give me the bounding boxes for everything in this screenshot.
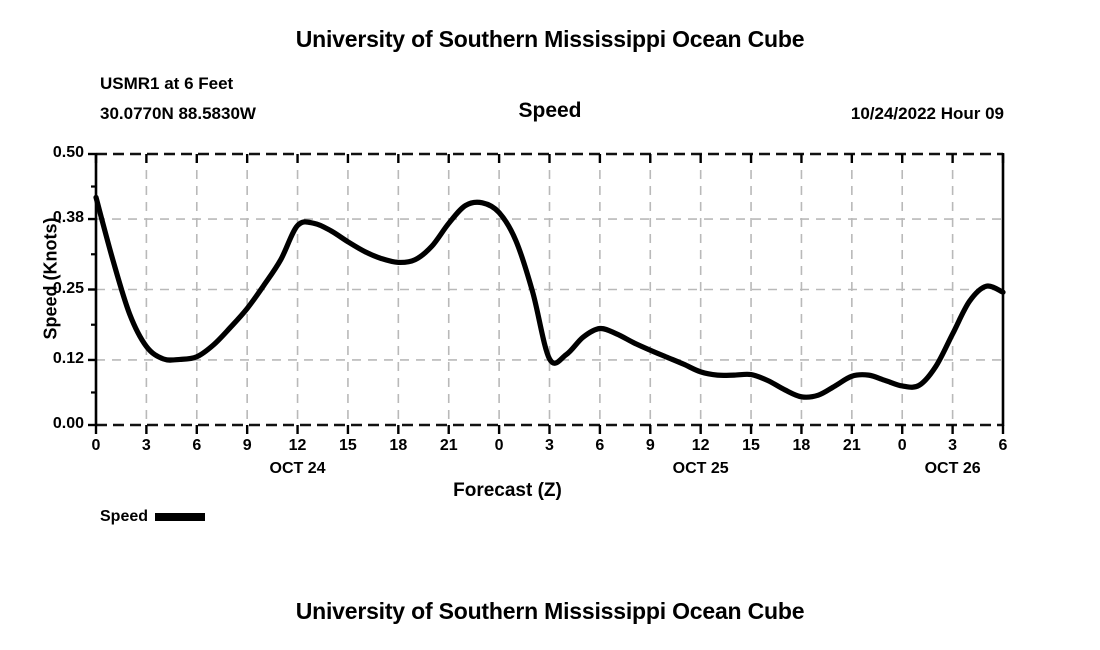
- x-tick-label: 3: [948, 437, 958, 454]
- x-tick-label: 18: [792, 437, 811, 454]
- x-axis-day-label: OCT 25: [672, 460, 729, 477]
- x-tick-label: 21: [439, 437, 458, 454]
- y-tick-label: 0.50: [52, 144, 84, 161]
- y-tick-label: 0.25: [52, 279, 84, 297]
- x-axis-day-label: OCT 26: [924, 460, 981, 477]
- run-timestamp: 10/24/2022 Hour 09: [850, 104, 1004, 123]
- y-tick-label: 0.00: [52, 415, 84, 432]
- x-tick-label: 6: [192, 437, 202, 454]
- y-tick-label: 0.38: [52, 209, 84, 227]
- coordinates-label: 30.0770N 88.5830W: [100, 104, 256, 123]
- legend-line-swatch: [155, 513, 206, 521]
- x-tick-label: 12: [691, 437, 710, 454]
- x-tick-label: 0: [91, 437, 101, 454]
- x-tick-label: 0: [897, 437, 907, 454]
- chart-subtitle: Speed: [518, 99, 582, 122]
- series-line-speed: [93, 194, 1006, 400]
- legend-label: Speed: [100, 508, 149, 525]
- x-tick-label: 15: [742, 437, 760, 454]
- x-axis-day-label: OCT 24: [269, 460, 326, 477]
- page-title: University of Southern Mississippi Ocean…: [295, 26, 805, 52]
- x-tick-label: 3: [141, 437, 151, 454]
- x-tick-label: 18: [389, 437, 408, 454]
- x-tick-label: 6: [998, 437, 1008, 454]
- x-tick-label: 15: [339, 437, 357, 454]
- x-tick-label: 6: [595, 437, 605, 454]
- station-label: USMR1 at 6 Feet: [100, 74, 234, 93]
- x-axis-label: Forecast (Z): [453, 480, 562, 501]
- x-tick-label: 9: [645, 437, 655, 454]
- x-tick-label: 9: [242, 437, 252, 454]
- y-tick-label: 0.12: [52, 349, 84, 367]
- footer-title: University of Southern Mississippi Ocean…: [295, 598, 805, 624]
- x-tick-label: 0: [494, 437, 504, 454]
- x-tick-label: 12: [288, 437, 307, 454]
- x-tick-label: 3: [545, 437, 554, 454]
- x-tick-label: 21: [842, 437, 861, 454]
- chart-legend: Speed: [100, 508, 206, 526]
